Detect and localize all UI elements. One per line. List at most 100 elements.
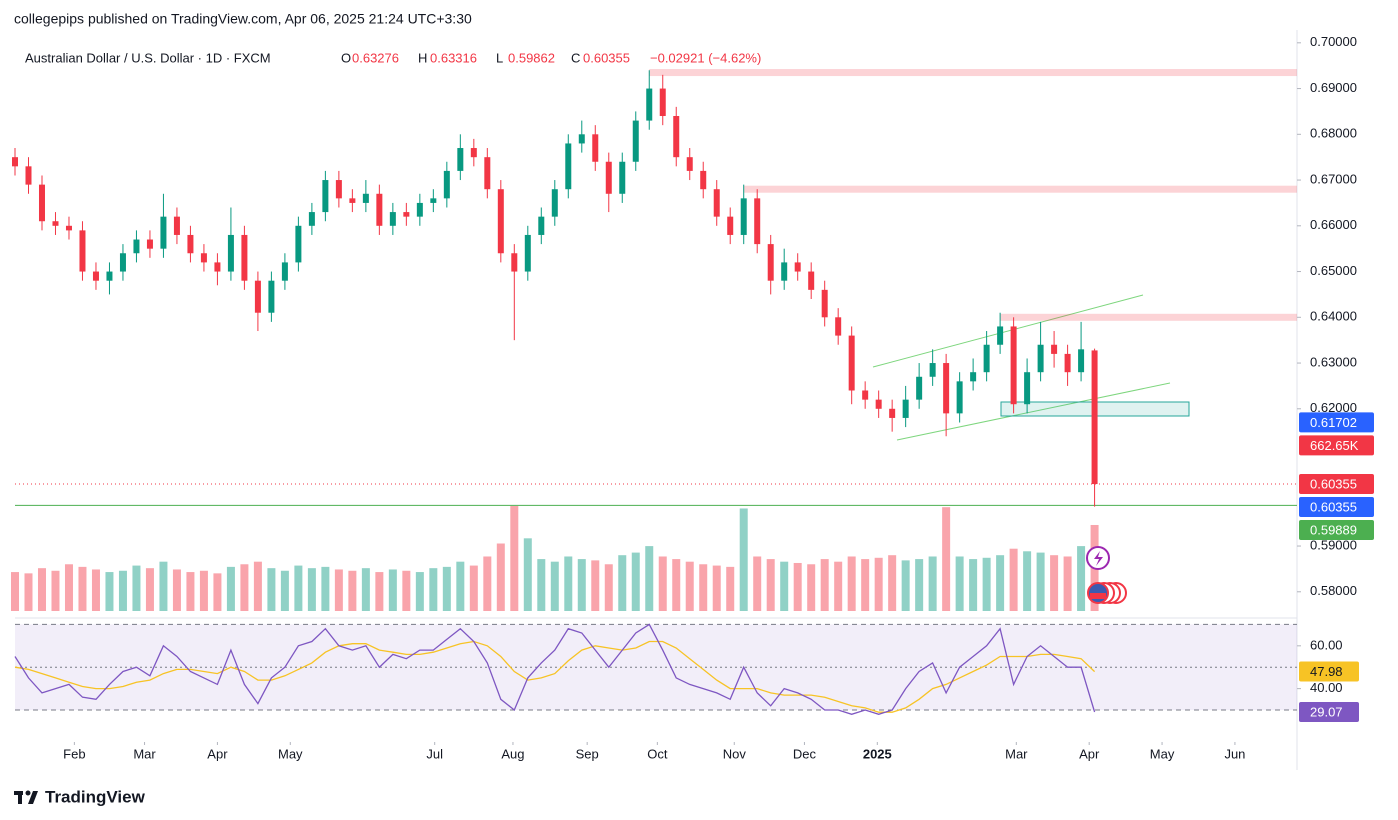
volume-bar <box>118 570 127 611</box>
volume-bar <box>874 557 883 611</box>
volume-bar <box>847 556 856 611</box>
volume-bar <box>388 569 397 611</box>
volume-bar <box>1063 556 1072 611</box>
volume-bar <box>145 568 154 611</box>
candle-body <box>713 189 720 217</box>
ohlc-label: H <box>418 50 427 65</box>
volume-bar <box>456 561 465 611</box>
volume-bar <box>780 561 789 611</box>
publisher: collegepips published on TradingView.com… <box>14 11 472 27</box>
candle-body <box>362 193 369 203</box>
candle-body <box>214 262 221 272</box>
candle-body <box>443 170 450 199</box>
candle-body <box>646 88 653 121</box>
y-tick-label: 0.67000 <box>1310 171 1357 186</box>
candle-body <box>1091 350 1098 485</box>
price-badge <box>1299 520 1374 541</box>
ohlc-label: O <box>341 50 351 65</box>
volume-bar <box>240 564 249 611</box>
price-badge <box>1299 497 1374 518</box>
candle-body <box>389 212 396 226</box>
y-tick-label: 0.62000 <box>1310 400 1357 415</box>
price-badge <box>1299 412 1374 433</box>
candle-body <box>970 372 977 382</box>
candle-body <box>808 271 815 290</box>
candle-body <box>862 390 869 400</box>
x-tick-label: Nov <box>723 746 747 761</box>
volume-bar <box>901 560 910 611</box>
volume-bar <box>996 555 1005 611</box>
rsi-ma-line <box>14 640 1096 713</box>
volume-bar <box>969 559 978 611</box>
x-tick-label: May <box>278 746 303 761</box>
x-tick-label: Jul <box>426 746 443 761</box>
volume-bar <box>753 556 762 611</box>
volume-bar <box>483 556 492 611</box>
volume-bar <box>402 570 411 611</box>
volume-bar <box>861 559 870 611</box>
volume-bar <box>955 556 964 611</box>
y-tick-label: 0.59000 <box>1310 537 1357 552</box>
candle-body <box>1064 353 1071 373</box>
candle-body <box>929 363 936 377</box>
volume-bar <box>807 564 816 611</box>
volume-bar <box>793 562 802 611</box>
price-badge-label: 0.61702 <box>1310 415 1357 430</box>
candle-body <box>875 399 882 409</box>
volume-bar <box>361 568 370 611</box>
volume-bar <box>645 546 654 611</box>
logo-mark <box>28 791 38 804</box>
rsi-tick-label: 60.00 <box>1310 637 1343 652</box>
candle-body <box>889 408 896 418</box>
volume-bar <box>469 565 478 611</box>
candle-body <box>524 234 531 272</box>
volume-bar <box>105 572 114 611</box>
event-icon-bolt <box>1094 551 1103 566</box>
change: −0.02921 (−4.62%) <box>650 50 761 65</box>
candle-body <box>619 161 626 194</box>
x-tick-label: Feb <box>63 746 85 761</box>
rsi-badge <box>1299 661 1359 682</box>
logo: TradingView <box>14 787 146 806</box>
volume-bar <box>1036 552 1045 611</box>
resistance-zone <box>649 69 1297 77</box>
y-tick-label: 0.66000 <box>1310 217 1357 232</box>
candle-body <box>484 157 491 190</box>
candle-body <box>349 198 356 203</box>
candle-body <box>551 189 558 217</box>
volume-bar <box>280 570 289 611</box>
candle-body <box>227 234 234 272</box>
candle-body <box>497 189 504 254</box>
resistance-zone <box>1000 313 1297 321</box>
candle-body <box>605 161 612 194</box>
volume-bar <box>577 559 586 611</box>
volume-bar <box>618 555 627 611</box>
candle-body <box>821 289 828 318</box>
x-tick-label: Mar <box>1005 746 1028 761</box>
candle-body <box>133 239 140 254</box>
candle-body <box>686 157 693 171</box>
volume-bar <box>64 564 73 611</box>
volume-bar <box>888 555 897 611</box>
candle-body <box>538 216 545 235</box>
candle-body <box>457 148 464 171</box>
x-tick-label: Sep <box>576 746 599 761</box>
volume-bar <box>37 568 46 611</box>
candle-body <box>187 234 194 254</box>
candle-body <box>254 280 261 313</box>
volume-bar <box>928 556 937 611</box>
volume-bar <box>91 569 100 611</box>
candle-body <box>997 326 1004 345</box>
volume-bar <box>496 543 505 611</box>
x-tick-label: Jun <box>1224 746 1245 761</box>
candle-body <box>902 399 909 418</box>
y-tick-label: 0.58000 <box>1310 583 1357 598</box>
volume-bar <box>213 573 222 611</box>
candle-body <box>565 143 572 190</box>
x-tick-label: May <box>1150 746 1175 761</box>
candle-body <box>1078 349 1085 373</box>
y-tick-label: 0.68000 <box>1310 126 1357 141</box>
candle-body <box>673 116 680 158</box>
